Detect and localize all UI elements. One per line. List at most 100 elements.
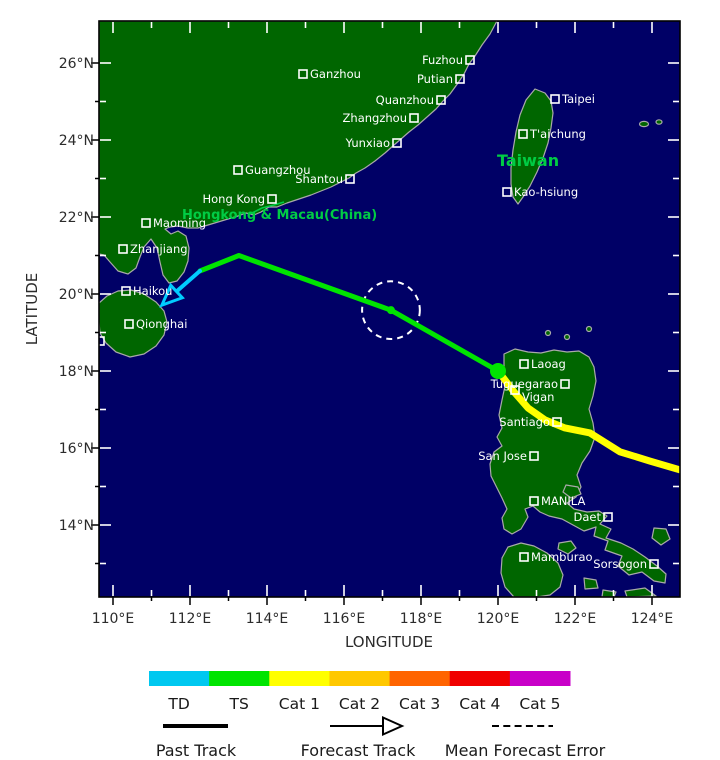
legend-color-swatch bbox=[509, 671, 571, 686]
city-label: Guangzhou bbox=[245, 163, 311, 177]
storm-track-layer bbox=[159, 253, 680, 474]
city-label: Haikou bbox=[133, 284, 172, 298]
city-marker: Fuzhou bbox=[422, 53, 475, 67]
legend-color-swatch bbox=[209, 671, 270, 686]
forecast-position-dot bbox=[386, 306, 395, 315]
island-mindoro bbox=[500, 542, 564, 597]
inner-tick-marks bbox=[100, 22, 679, 596]
legend-color-swatch bbox=[449, 671, 511, 686]
city-square-icon bbox=[550, 94, 560, 104]
city-label: San Jose bbox=[478, 449, 527, 463]
city-marker: San Jose bbox=[478, 449, 539, 463]
city-marker: Zhanjiang bbox=[118, 242, 188, 256]
city-marker bbox=[99, 336, 105, 346]
city-square-icon bbox=[436, 95, 446, 105]
city-marker: Kao-hsiung bbox=[502, 185, 578, 199]
city-label: Zhanjiang bbox=[130, 242, 188, 256]
city-marker: T'aichung bbox=[518, 127, 586, 141]
x-tick-label: 112°E bbox=[169, 611, 212, 627]
outer-tick-marks bbox=[91, 62, 653, 605]
city-label: Yunxiao bbox=[345, 136, 390, 150]
city-square-icon bbox=[267, 194, 277, 204]
city-label: Shantou bbox=[295, 172, 343, 186]
y-tick-label: 22°N bbox=[59, 210, 94, 226]
y-tick-label: 16°N bbox=[59, 441, 94, 457]
forecast-track-caption: Forecast Track bbox=[301, 741, 416, 760]
city-label: Daet bbox=[574, 510, 602, 524]
city-label: Tuguegarao bbox=[490, 377, 558, 391]
hongkong-macau-border bbox=[249, 201, 285, 215]
city-marker: Laoag bbox=[519, 357, 566, 371]
city-marker: Qionghai bbox=[124, 317, 187, 331]
forecast-track-line bbox=[176, 268, 203, 293]
island-babuyan-3 bbox=[585, 325, 593, 333]
map-frame bbox=[98, 20, 681, 598]
island-marinduque bbox=[557, 540, 577, 555]
city-marker: Ganzhou bbox=[298, 67, 361, 81]
city-square-icon bbox=[519, 552, 529, 562]
city-marker: Zhangzhou bbox=[343, 111, 419, 125]
island-small-1 bbox=[583, 577, 599, 590]
axis-tick-labels: 110°E 112°E 114°E 116°E 118°E 120°E 122°E 124°E… bbox=[59, 56, 674, 627]
city-square-icon bbox=[519, 359, 529, 369]
island-babuyan-1 bbox=[544, 329, 552, 337]
city-square-icon bbox=[518, 129, 528, 139]
forecast-direction-arrow bbox=[159, 282, 185, 308]
island-catanduanes bbox=[651, 527, 671, 546]
city-square-icon bbox=[392, 138, 402, 148]
city-square-icon bbox=[560, 379, 570, 389]
city-square-icon bbox=[118, 244, 128, 254]
city-label: Hong Kong bbox=[202, 192, 265, 206]
city-marker: Quanzhou bbox=[376, 93, 446, 107]
city-square-icon bbox=[510, 385, 520, 395]
legend-category-label: Cat 5 bbox=[519, 695, 560, 713]
x-tick-label: 122°E bbox=[554, 611, 597, 627]
forecast-track-symbol bbox=[330, 715, 405, 737]
city-marker: Sorsogon bbox=[593, 557, 659, 571]
x-tick-label: 120°E bbox=[477, 611, 520, 627]
y-tick-label: 26°N bbox=[59, 56, 94, 72]
city-square-icon bbox=[298, 69, 308, 79]
region-labels: Taiwan Hongkong & Macau(China) bbox=[182, 151, 559, 223]
x-tick-label: 110°E bbox=[92, 611, 135, 627]
city-square-icon bbox=[141, 218, 151, 228]
city-markers: Ganzhou Fuzhou Putian Quanzhou Zhangzhou Yunx… bbox=[99, 53, 659, 571]
city-label: Maoming bbox=[153, 216, 206, 230]
legend-colorbar bbox=[149, 671, 571, 686]
x-tick-label: 118°E bbox=[400, 611, 443, 627]
current-position-dot bbox=[490, 363, 506, 379]
forecast-track-line bbox=[197, 253, 501, 374]
city-marker: Shantou bbox=[295, 172, 355, 186]
y-axis-title: LATITUDE bbox=[23, 273, 41, 346]
island-polillo bbox=[562, 484, 582, 499]
city-square-icon bbox=[345, 174, 355, 184]
city-marker: Yunxiao bbox=[345, 136, 402, 150]
island-masbate bbox=[624, 587, 657, 597]
island-small-2 bbox=[601, 589, 617, 597]
x-tick-label: 116°E bbox=[323, 611, 366, 627]
city-square-icon bbox=[552, 417, 562, 427]
x-tick-label: 114°E bbox=[246, 611, 289, 627]
city-marker: MANILA bbox=[529, 494, 585, 508]
city-marker: Mamburao bbox=[519, 550, 593, 564]
city-marker: Santiago bbox=[499, 415, 562, 429]
legend-color-swatch bbox=[149, 671, 210, 686]
city-square-icon bbox=[233, 165, 243, 175]
city-square-icon bbox=[529, 451, 539, 461]
city-square-icon bbox=[465, 55, 475, 65]
legend-color-swatch bbox=[389, 671, 451, 686]
city-square-icon bbox=[455, 74, 465, 84]
x-axis-title: LONGITUDE bbox=[345, 633, 433, 651]
city-label: Qionghai bbox=[136, 317, 187, 331]
city-label: Taipei bbox=[561, 92, 595, 106]
city-marker: Tuguegarao bbox=[490, 377, 570, 391]
city-label: Ganzhou bbox=[310, 67, 361, 81]
legend-category-label: Cat 2 bbox=[339, 695, 380, 713]
city-square-icon bbox=[409, 113, 419, 123]
past-track-line bbox=[494, 367, 680, 474]
city-label: MANILA bbox=[541, 494, 585, 508]
landmass-taiwan bbox=[510, 88, 554, 205]
city-square-icon bbox=[99, 336, 105, 346]
city-label: Putian bbox=[417, 72, 453, 86]
city-marker: Haikou bbox=[121, 284, 172, 298]
